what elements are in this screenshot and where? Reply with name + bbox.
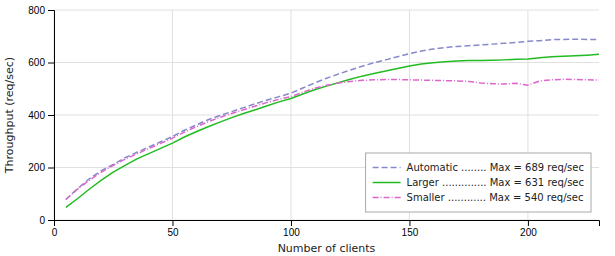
x-axis: 0 50 100 150 200: [52, 220, 600, 238]
tick: 200: [520, 220, 537, 238]
legend: Automatic ........ Max = 689 req/sec Larg…: [366, 153, 591, 212]
tick: 0: [52, 220, 58, 238]
series-line: [66, 54, 599, 207]
tick-mark: [409, 220, 410, 226]
legend-swatch: [373, 182, 401, 184]
tick-mark: [48, 115, 54, 116]
y-axis: 0 200 400 600 800: [28, 5, 54, 226]
tick: 800: [28, 5, 54, 16]
tick: 50: [167, 220, 179, 238]
legend-label: Larger .............. Max = 631 req/sec: [407, 177, 584, 188]
tick-label: 150: [402, 227, 419, 238]
tick-label: 400: [28, 110, 45, 121]
grid-line: [54, 115, 599, 116]
tick-mark: [48, 10, 54, 11]
x-axis-line: [55, 221, 600, 227]
chart: 0 50 100 150 200 0 200 400 600 800 Automatic .....…: [0, 0, 615, 256]
tick: 600: [28, 57, 54, 68]
plot: 0 50 100 150 200 0 200 400 600 800 Automatic .....…: [28, 5, 599, 238]
tick: 100: [283, 220, 300, 238]
tick-mark: [48, 168, 54, 169]
lines: [66, 39, 599, 207]
grid-line: [54, 10, 599, 11]
tick-label: 0: [52, 227, 58, 238]
tick: 400: [28, 110, 54, 121]
tick-mark: [48, 63, 54, 64]
tick: 150: [402, 220, 419, 238]
tick-label: 800: [28, 5, 45, 16]
tick-mark: [291, 220, 292, 226]
grid: [54, 10, 599, 220]
legend-box: [366, 153, 591, 212]
y-axis-line: [48, 11, 55, 221]
legend-swatch: [373, 197, 401, 199]
tick-label: 200: [520, 227, 537, 238]
legend-swatch: [373, 167, 401, 169]
legend-label: Smaller ............ Max = 540 req/sec: [407, 192, 584, 203]
tick-mark: [48, 220, 54, 221]
series-line: [66, 79, 599, 199]
tick-label: 0: [39, 215, 45, 226]
tick-mark: [172, 220, 173, 226]
grid-line: [54, 62, 599, 63]
y-axis-title: Throughput (req/sec): [3, 57, 16, 174]
tick-label: 600: [28, 57, 45, 68]
tick: 200: [28, 162, 54, 173]
tick: 0: [39, 215, 54, 226]
tick-mark: [528, 220, 529, 226]
legend-label: Automatic ........ Max = 689 req/sec: [407, 162, 584, 173]
tick-label: 50: [167, 227, 179, 238]
tick-label: 100: [283, 227, 300, 238]
tick-label: 200: [28, 162, 45, 173]
x-axis-title: Number of clients: [278, 242, 376, 255]
